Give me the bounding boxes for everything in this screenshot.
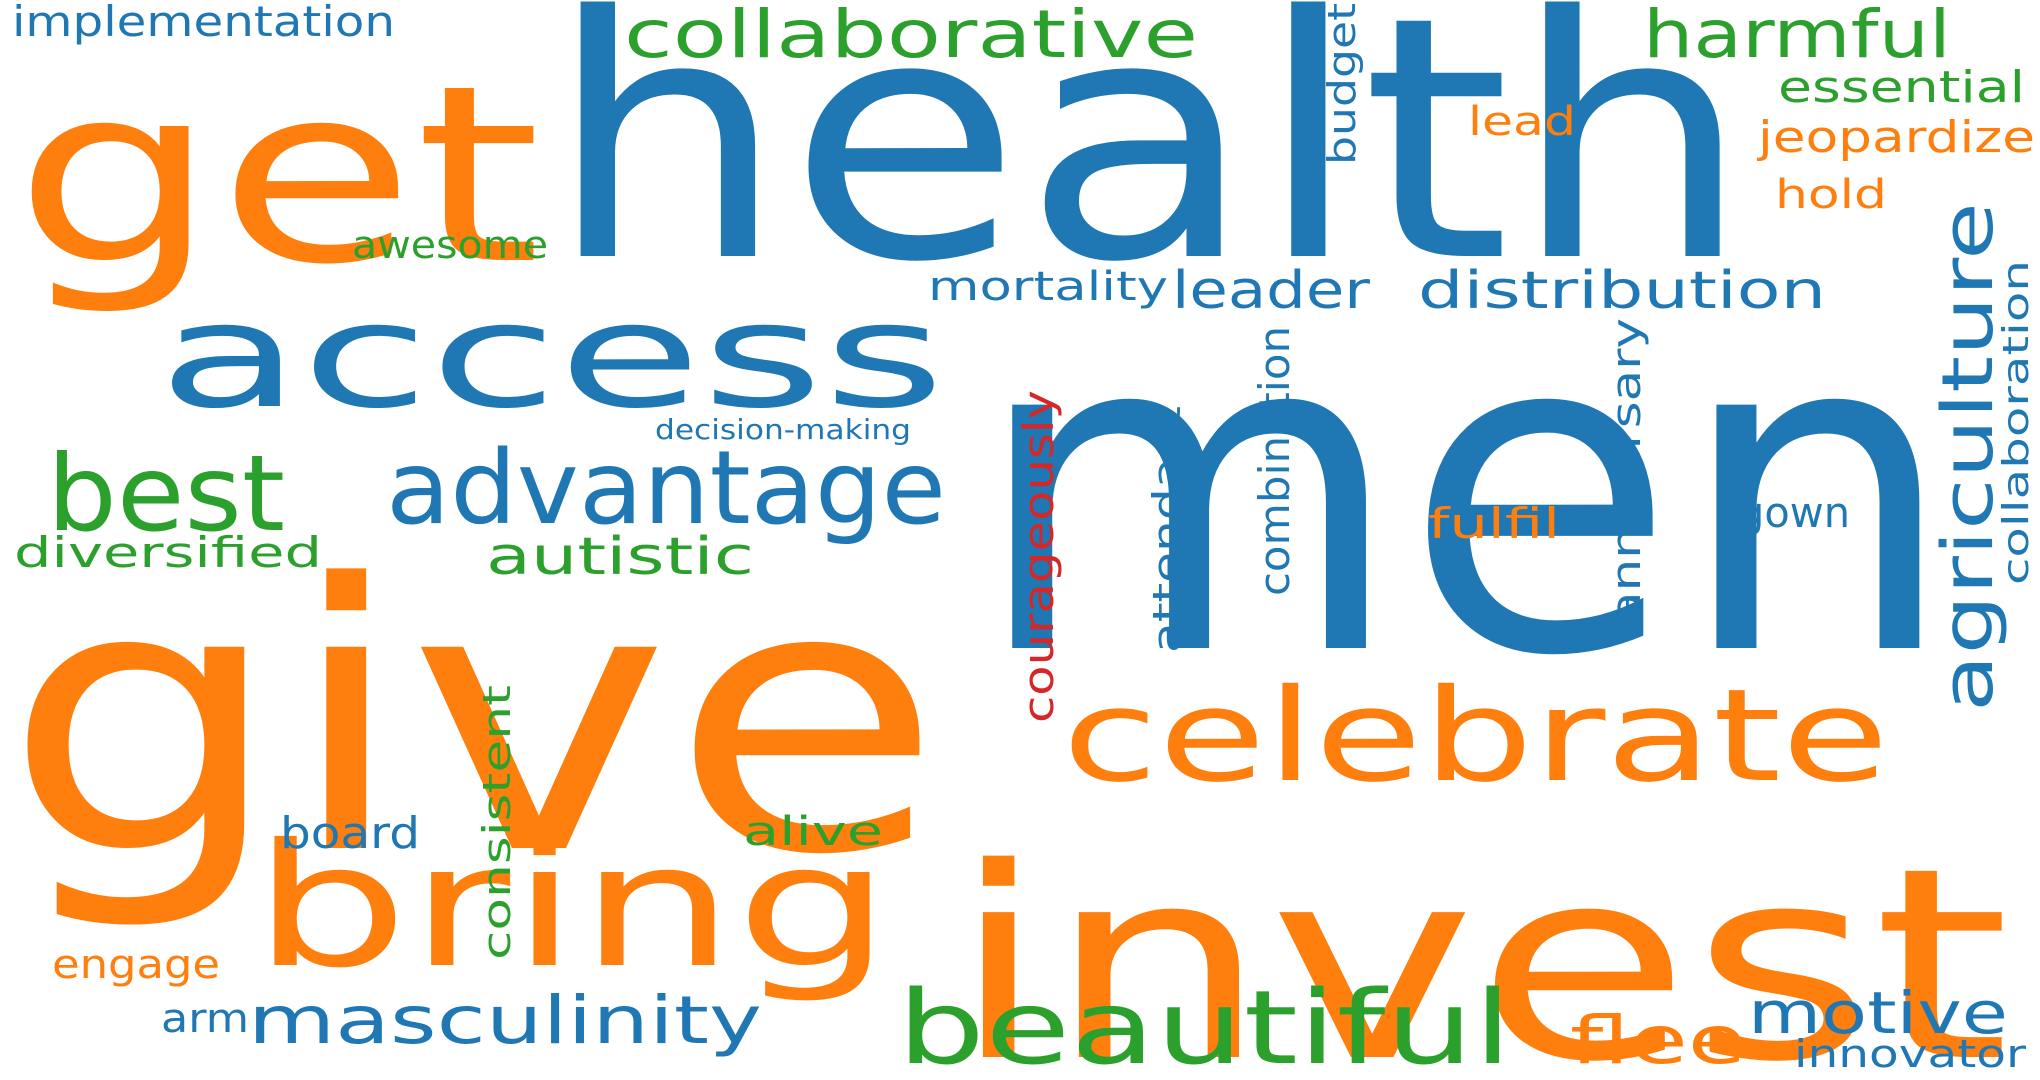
word-masculinity: masculinity: [248, 982, 762, 1059]
word-advantage: advantage: [386, 429, 946, 548]
word-decision-making: decision-making: [655, 413, 911, 446]
word-board: board: [280, 808, 420, 859]
word-courageously: courageously: [1014, 390, 1063, 723]
word-gown: gown: [1738, 488, 1850, 537]
word-hold: hold: [1775, 172, 1887, 218]
word-beautiful: beautiful: [897, 969, 1512, 1080]
word-bring: bring: [252, 808, 892, 1006]
word-jeopardize: jeopardize: [1757, 112, 2035, 163]
word-celebrate: celebrate: [1062, 662, 1889, 811]
word-get: get: [14, 33, 541, 318]
word-fulfil: fulfil: [1428, 499, 1560, 548]
word-autistic: autistic: [486, 527, 754, 587]
word-agriculture: agriculture: [1927, 202, 2009, 712]
word-combination: combination: [1250, 326, 1299, 596]
word-distribution: distribution: [1418, 261, 1826, 321]
word-lead: lead: [1468, 99, 1576, 145]
word-budget: budget: [1320, 3, 1364, 165]
word-invest: invest: [950, 812, 2010, 1080]
word-health: health: [546, 0, 1752, 336]
word-best: best: [47, 433, 285, 555]
word-harmful: harmful: [1643, 0, 1951, 73]
word-motive: motive: [1748, 979, 2008, 1047]
word-flee: flee: [1570, 1002, 1746, 1079]
word-alive: alive: [743, 809, 883, 855]
word-collaboration: collaboration: [1996, 260, 2037, 585]
word-anniversary: anniversary: [1604, 318, 1650, 623]
word-access: access: [158, 272, 945, 441]
word-leader: leader: [1172, 261, 1371, 321]
word-essential: essential: [1778, 62, 2025, 113]
word-implementation: implementation: [12, 0, 395, 46]
word-arm: arm: [161, 996, 249, 1042]
word-give: give: [3, 506, 943, 935]
word-awesome: awesome: [352, 223, 548, 267]
word-consistent: consistent: [475, 685, 519, 960]
word-diversified: diversified: [14, 528, 322, 577]
word-collaborative: collaborative: [624, 0, 1198, 73]
word-attendant: attendant: [1145, 406, 1189, 653]
word-mortality: mortality: [928, 264, 1168, 310]
word-engage: engage: [52, 942, 220, 988]
word-men: men: [972, 235, 1957, 753]
word-innovator: innovator: [1794, 1032, 2026, 1076]
